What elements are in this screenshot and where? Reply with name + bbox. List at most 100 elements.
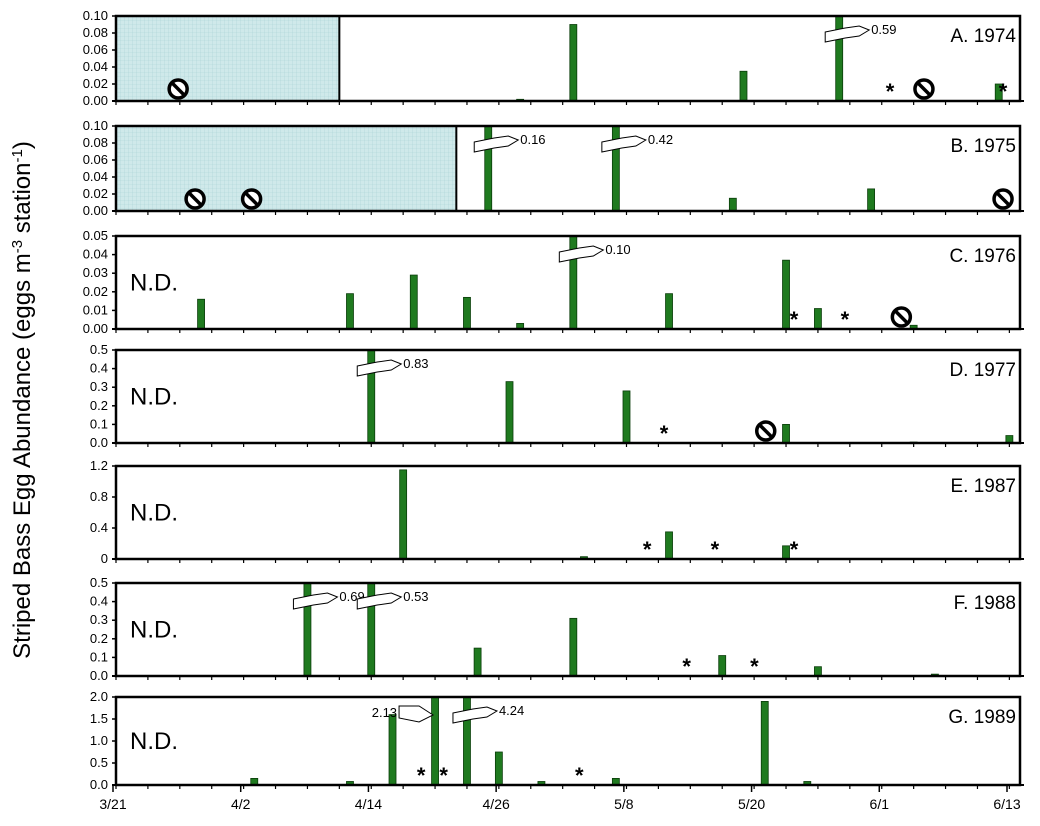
not-determined-label: N.D. [130,728,178,755]
bar [782,259,790,330]
callout-label: 0.10 [605,242,630,257]
asterisk-marker: * [575,763,584,788]
no-sample-icon [890,306,913,328]
clipped-value-callout: 0.42 [601,132,673,153]
y-tick-label: 0 [101,551,108,566]
asterisk-marker: * [750,654,759,679]
y-tick-label: 2.0 [90,689,108,704]
panel-2: 0.00 0.02 0.04 0.06 0.08 0.10 0.16 0.42 B. 1975 [83,118,1024,218]
not-sampled-region [115,15,341,102]
y-tick-label: 0.02 [83,284,108,299]
y-tick-label: 0.00 [83,321,108,336]
x-tick-label: 5/20 [738,796,765,812]
clipped-value-callout: 0.59 [824,22,897,43]
asterisk-marker: * [790,537,799,562]
asterisk-marker: * [999,79,1008,104]
x-tick-label: 4/26 [483,796,510,812]
y-tick-label: 0.0 [90,777,108,792]
asterisk-marker: * [682,654,691,679]
bar [760,701,769,786]
clipped-value-callout: 0.10 [558,242,631,263]
bar [718,655,727,677]
panel-frame [114,348,1022,445]
x-tick-label: 4/2 [231,796,251,812]
y-tick-label: 0.05 [83,228,108,243]
y-tick-label: 0.4 [90,594,108,609]
panel-label: A. 1974 [951,26,1017,47]
y-tick-label: 0.1 [90,649,108,664]
callout-arrow [473,135,520,153]
y-tick-label: 0.3 [90,612,108,627]
bar [463,296,471,330]
y-tick-label: 0.02 [83,186,108,201]
no-sample-icon [913,78,935,100]
bar [505,381,514,444]
y-tick-label: 0.0 [90,435,108,450]
panel-6: 0.00.10.20.30.40.50.69 0.53* *N.D.F. 1988 [90,575,1024,683]
asterisk-marker: * [439,763,448,788]
y-tick-label: 0.00 [83,93,108,108]
callout-label: 2.13 [372,705,397,720]
bar [739,70,748,102]
panel-5: 0 0.4 0.8 1.2 * * * N.D. E. 1987 [90,458,1024,566]
bar [473,647,482,677]
panel-3: 0.00 0.01 0.02 0.03 0.04 0.05 0.10 * * N.D. C. 197… [83,228,1024,336]
y-tick-label: 0.1 [90,416,108,431]
bar [409,274,418,330]
bar [665,531,673,560]
no-sample-slash [916,81,932,97]
asterisk-marker: * [886,79,895,104]
bar [782,423,790,444]
no-sample-icon [240,188,263,210]
y-tick-label: 0.01 [83,302,108,317]
not-sampled-region [115,125,458,212]
callout-arrow [398,705,435,723]
y-tick-label: 0.06 [83,42,108,57]
panel-label: F. 1988 [954,593,1016,614]
not-determined-label: N.D. [130,500,178,527]
y-tick-label: 0.4 [90,520,108,535]
y-tick-label: 0.3 [90,379,108,394]
panel-1: 0.00 0.02 0.04 0.06 0.08 0.10 0.59 * * A. 1974 [83,8,1024,108]
y-tick-label: 0.10 [83,118,108,133]
y-tick-label: 0.08 [83,25,108,40]
callout-arrow [824,25,871,43]
bar [622,390,631,444]
bar [569,24,578,102]
callout-label: 0.83 [403,356,428,371]
y-tick-label: 0.5 [90,575,108,590]
x-axis: 3/21 4/2 4/14 4/26 5/8 5/20 6/1 6/13 [99,785,1021,812]
callout-arrow [356,592,403,610]
x-tick-label: 6/13 [993,796,1020,812]
y-tick-label: 0.0 [90,668,108,683]
panel-7: 0.0 0.5 1.0 1.5 2.0 2.13 4.24 * * * N.D. G. 1989 [90,689,1024,792]
x-tick-label: 5/8 [614,796,634,812]
y-tick-label: 0.5 [90,342,108,357]
y-axis-label: Striped Bass Egg Abundance (eggs m-3 sta… [9,141,37,659]
bar [388,714,397,786]
bar [197,298,205,330]
callout-label: 0.16 [520,132,545,147]
no-sample-icon [755,420,777,442]
y-tick-label: 1.2 [90,458,108,473]
bar [728,197,737,212]
bar [346,293,354,330]
bar [569,617,578,677]
y-tick-label: 0.04 [83,169,108,184]
y-tick-label: 0.06 [83,152,108,167]
y-tick-label: 0.4 [90,361,108,376]
panel-label: G. 1989 [948,707,1016,728]
bar [665,293,673,330]
bar [814,666,822,677]
y-tick-label: 0.08 [83,135,108,150]
y-tick-label: 0.2 [90,398,108,413]
asterisk-marker: * [417,763,426,788]
callout-arrow [601,135,647,153]
y-tick-label: 0.8 [90,489,108,504]
bar [399,469,408,560]
asterisk-marker: * [660,421,669,446]
panel-label: C. 1976 [949,246,1016,267]
no-sample-icon [167,78,189,100]
panel-frame [114,581,1022,678]
